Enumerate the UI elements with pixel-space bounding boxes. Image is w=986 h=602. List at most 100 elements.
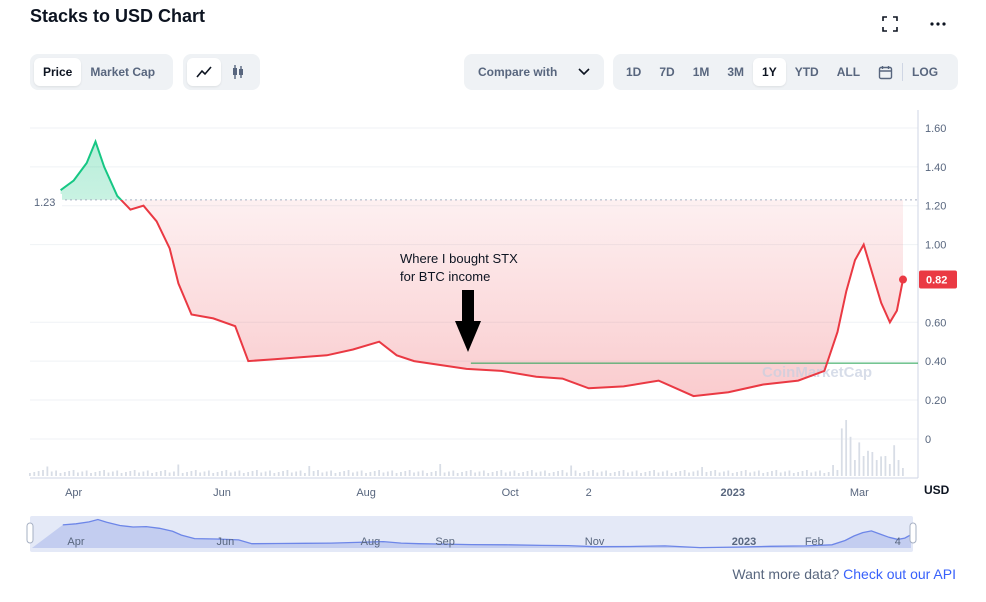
volume-bar [487, 473, 490, 476]
start-price-tag-bg [30, 194, 62, 210]
volume-bar [648, 471, 651, 476]
volume-bar [670, 473, 673, 476]
volume-bar [504, 472, 507, 476]
volume-bar [63, 472, 66, 476]
navigator-handle-left[interactable] [26, 522, 34, 544]
volume-bar [330, 470, 332, 476]
volume-bar [596, 472, 599, 476]
annotation: Where I bought STX for BTC income [400, 251, 518, 352]
volume-bar [683, 470, 686, 476]
volume-bar [666, 470, 669, 476]
more-horizontal-icon[interactable] [926, 12, 950, 36]
range-7d[interactable]: 7D [659, 65, 675, 79]
volume-bar [592, 470, 594, 476]
volume-bar [255, 470, 258, 476]
y-tick-label: 0.20 [925, 395, 946, 407]
volume-bar [461, 472, 463, 476]
volume-bar [701, 467, 704, 476]
volume-bar [578, 473, 581, 476]
volume-bar [229, 472, 232, 476]
volume-bar [718, 472, 721, 476]
volume-bar [321, 472, 324, 476]
volume-bar [709, 471, 712, 476]
calendar-icon[interactable] [869, 58, 902, 86]
volume-bar [675, 472, 677, 476]
volume-bar [452, 470, 455, 476]
y-tick-label: 1.20 [925, 201, 946, 213]
volume-bar [417, 471, 420, 476]
volume-bar [168, 472, 171, 476]
volume-bar [295, 471, 298, 476]
volume-bar [199, 472, 202, 476]
range-ytd[interactable]: YTD [794, 65, 819, 79]
volume-bar [661, 471, 664, 476]
navigator-tick-label: Feb [805, 536, 824, 548]
volume-bar [365, 473, 367, 476]
volume-bar [548, 473, 551, 476]
metric-tabs: Price Market Cap [30, 54, 173, 90]
volume-bar [308, 466, 311, 476]
volume-bar [207, 470, 210, 476]
navigator-handle-right[interactable] [909, 522, 917, 544]
volume-bar [771, 471, 773, 476]
range-1d[interactable]: 1D [626, 65, 642, 79]
navigator-line [62, 518, 912, 549]
tab-price[interactable]: Price [34, 58, 82, 86]
candlestick-icon[interactable] [221, 58, 255, 86]
fullscreen-icon[interactable] [878, 12, 902, 36]
volume-bar [260, 472, 263, 476]
volume-bar [312, 471, 315, 476]
volume-bar [474, 472, 477, 476]
navigator-area [32, 519, 911, 548]
volume-bar [853, 460, 856, 476]
volume-bar [714, 470, 717, 476]
range-all[interactable]: ALL [836, 65, 861, 79]
volume-bar [277, 472, 280, 476]
volume-bar [234, 471, 236, 476]
volume-bar [120, 473, 123, 476]
volume-bar [775, 470, 778, 476]
volume-bar [561, 470, 564, 476]
volume-bar [465, 471, 468, 476]
tab-market-cap[interactable]: Market Cap [90, 65, 156, 79]
volume-bar [221, 471, 223, 476]
volume-bar [68, 471, 71, 476]
volume-bar [622, 470, 625, 476]
volume-bar [72, 470, 75, 476]
navigator-tick-label: Aug [361, 536, 381, 548]
api-link[interactable]: Check out our API [843, 566, 956, 582]
volume-bar [151, 473, 154, 476]
line-chart-icon[interactable] [187, 58, 221, 86]
y-tick-label: 1.00 [925, 240, 946, 252]
range-1m[interactable]: 1M [692, 65, 710, 79]
y-tick-label: 0.60 [925, 317, 946, 329]
volume-bar [426, 473, 429, 476]
volume-bar [801, 471, 804, 476]
volume-bar [181, 473, 184, 476]
volume-bar [552, 472, 555, 476]
compare-label: Compare with [478, 65, 558, 79]
volume-bar [269, 470, 271, 476]
volume-bar [696, 470, 699, 476]
volume-bar [513, 470, 516, 476]
volume-bar [888, 464, 891, 476]
range-1y[interactable]: 1Y [753, 58, 786, 86]
volume-bar [819, 470, 821, 476]
volume-bar [273, 473, 276, 476]
volume-bar [338, 472, 341, 476]
y-tick-label: 0.40 [925, 356, 946, 368]
volume-bar [574, 470, 577, 476]
range-3m[interactable]: 3M [727, 65, 745, 79]
current-price-label: 0.82 [926, 275, 947, 287]
log-scale-toggle[interactable]: LOG [912, 65, 939, 79]
volume-bar [517, 473, 520, 476]
volume-bar [871, 452, 874, 476]
compare-with-dropdown[interactable]: Compare with [464, 54, 604, 90]
volume-bar [59, 473, 62, 476]
volume-bar [631, 471, 634, 476]
chevron-down-icon [578, 68, 590, 76]
time-navigator[interactable]: Apr Jun Aug Sep Nov 2023 Feb 4 [26, 516, 917, 552]
start-price-label: 1.23 [34, 197, 55, 209]
volume-bar [845, 420, 848, 476]
volume-bar [875, 460, 878, 476]
